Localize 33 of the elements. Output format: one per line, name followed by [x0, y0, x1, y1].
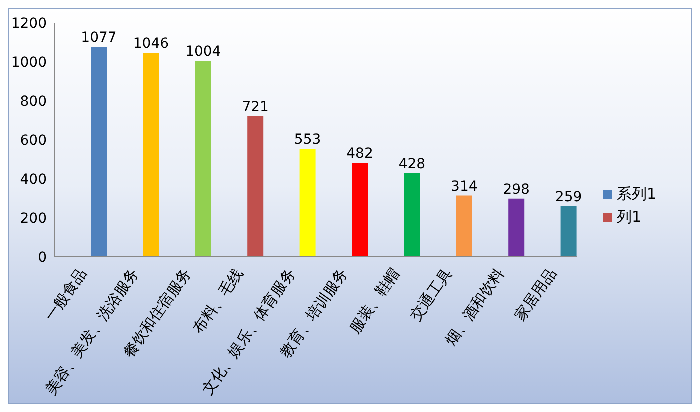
bar: [560, 206, 577, 257]
bar: [248, 116, 264, 257]
data-label: 553: [294, 132, 322, 148]
bar: [404, 174, 420, 257]
x-tick-label: 一般食品: [41, 264, 90, 324]
bar: [352, 163, 368, 257]
data-label: 1004: [186, 44, 222, 60]
bar: [300, 149, 316, 257]
data-label: 1077: [81, 30, 117, 46]
y-tick-label: 1200: [11, 16, 47, 32]
y-tick-label: 0: [38, 250, 47, 266]
data-label: 482: [346, 146, 374, 162]
bar: [456, 196, 472, 257]
x-tick-label: 服装、鞋帽: [346, 264, 404, 337]
legend-label: 系列1: [617, 185, 657, 204]
bar: [143, 53, 160, 257]
y-tick-label: 1000: [11, 54, 47, 71]
data-label: 1046: [133, 36, 170, 52]
data-label: 314: [451, 178, 478, 195]
x-tick-label: 交通工具: [406, 264, 456, 324]
data-label: 721: [242, 99, 269, 116]
bar: [91, 46, 107, 257]
x-tick-label: 家居用品: [511, 264, 560, 324]
y-tick-label: 800: [20, 94, 47, 110]
data-label: 428: [398, 156, 426, 173]
bar: [508, 198, 525, 257]
y-tick-label: 400: [20, 172, 47, 188]
data-label: 259: [555, 189, 582, 206]
y-tick-label: 600: [20, 132, 47, 149]
bar: [195, 61, 212, 257]
legend-label: 列1: [617, 208, 642, 227]
y-tick-label: 200: [20, 210, 47, 227]
data-label: 298: [503, 182, 530, 198]
